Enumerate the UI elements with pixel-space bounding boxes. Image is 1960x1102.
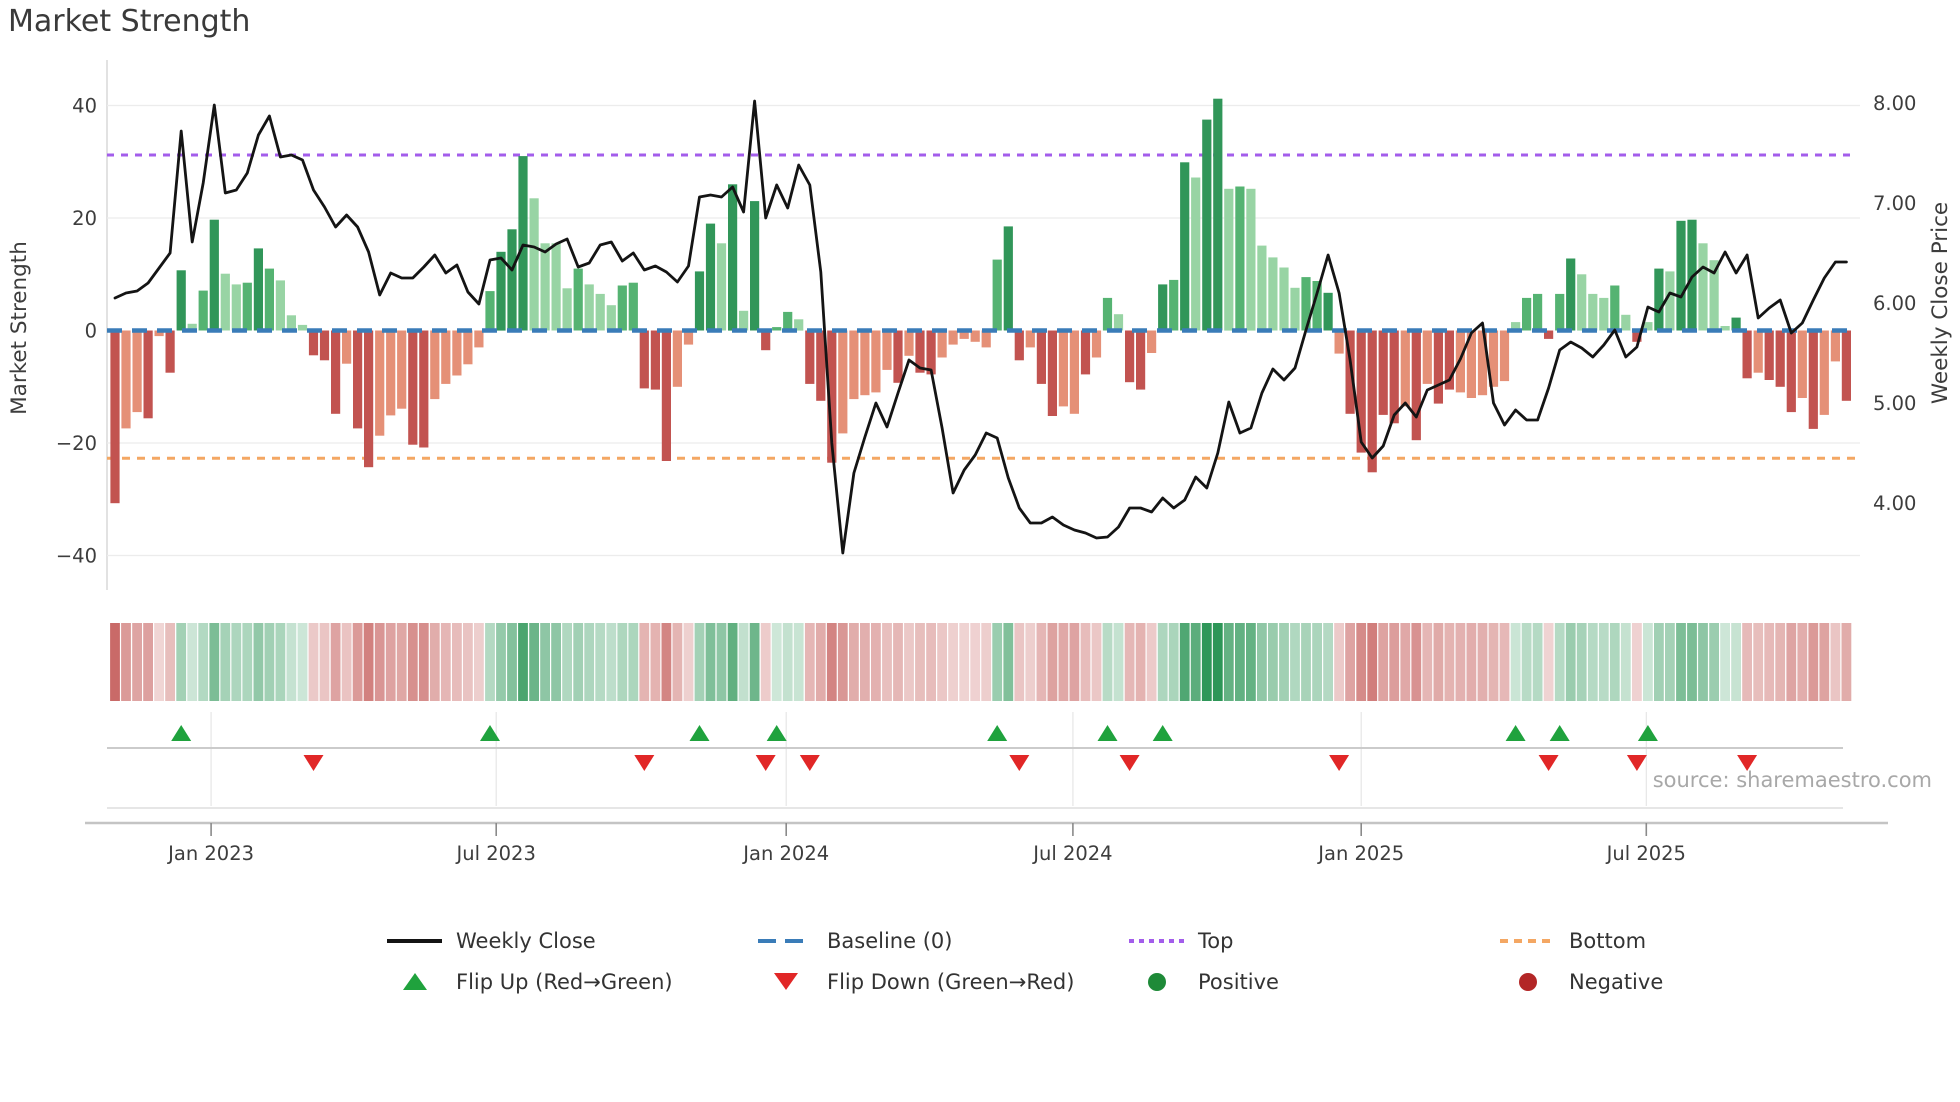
legend-label-flip-down: Flip Down (Green→Red) bbox=[827, 969, 1075, 994]
svg-text:Jan 2025: Jan 2025 bbox=[1316, 842, 1404, 865]
legend-item-top: Top bbox=[1129, 920, 1500, 961]
svg-text:4.00: 4.00 bbox=[1873, 492, 1916, 515]
svg-text:−40: −40 bbox=[56, 545, 97, 568]
svg-text:40: 40 bbox=[72, 95, 97, 118]
legend-label-top: Top bbox=[1198, 928, 1234, 953]
legend-item-weekly-close: Weekly Close bbox=[387, 920, 758, 961]
legend-item-positive: Positive bbox=[1129, 961, 1500, 1002]
flip-down-triangle-icon bbox=[758, 973, 813, 990]
top-dotted-line-icon bbox=[1129, 938, 1184, 943]
svg-text:−20: −20 bbox=[56, 432, 97, 455]
legend-item-negative: Negative bbox=[1500, 961, 1871, 1002]
weekly-close-line-icon bbox=[387, 938, 442, 943]
legend-label-baseline: Baseline (0) bbox=[827, 928, 953, 953]
legend-item-flip-up: Flip Up (Red→Green) bbox=[387, 961, 758, 1002]
svg-text:8.00: 8.00 bbox=[1873, 92, 1916, 115]
baseline-dash-icon bbox=[758, 938, 813, 943]
legend-item-flip-down: Flip Down (Green→Red) bbox=[758, 961, 1129, 1002]
svg-text:Jul 2025: Jul 2025 bbox=[1605, 842, 1686, 865]
svg-text:Weekly Close Price: Weekly Close Price bbox=[1928, 202, 1953, 404]
flip-up-triangle-icon bbox=[387, 973, 442, 990]
page-title: Market Strength bbox=[8, 4, 251, 39]
svg-text:0: 0 bbox=[85, 320, 97, 343]
negative-dot-icon bbox=[1500, 972, 1555, 991]
svg-text:7.00: 7.00 bbox=[1873, 192, 1916, 215]
svg-text:Jul 2024: Jul 2024 bbox=[1031, 842, 1112, 865]
svg-text:20: 20 bbox=[72, 207, 97, 230]
legend-label-negative: Negative bbox=[1569, 969, 1664, 994]
svg-text:Jan 2023: Jan 2023 bbox=[166, 842, 254, 865]
legend-label-weekly-close: Weekly Close bbox=[456, 928, 596, 953]
svg-text:6.00: 6.00 bbox=[1873, 292, 1916, 315]
positive-dot-icon bbox=[1129, 972, 1184, 991]
legend-item-baseline: Baseline (0) bbox=[758, 920, 1129, 961]
svg-text:5.00: 5.00 bbox=[1873, 392, 1916, 415]
source-attribution: source: sharemaestro.com bbox=[1652, 768, 1932, 792]
legend-label-flip-up: Flip Up (Red→Green) bbox=[456, 969, 673, 994]
bottom-dashed-line-icon bbox=[1500, 938, 1555, 943]
legend-label-positive: Positive bbox=[1198, 969, 1279, 994]
chart-legend: Weekly Close Baseline (0) Top Bottom Fli… bbox=[387, 920, 1871, 1002]
svg-text:Market Strength: Market Strength bbox=[7, 241, 32, 415]
svg-text:Jan 2024: Jan 2024 bbox=[741, 842, 829, 865]
legend-label-bottom: Bottom bbox=[1569, 928, 1647, 953]
legend-item-bottom: Bottom bbox=[1500, 920, 1871, 961]
svg-text:Jul 2023: Jul 2023 bbox=[455, 842, 536, 865]
